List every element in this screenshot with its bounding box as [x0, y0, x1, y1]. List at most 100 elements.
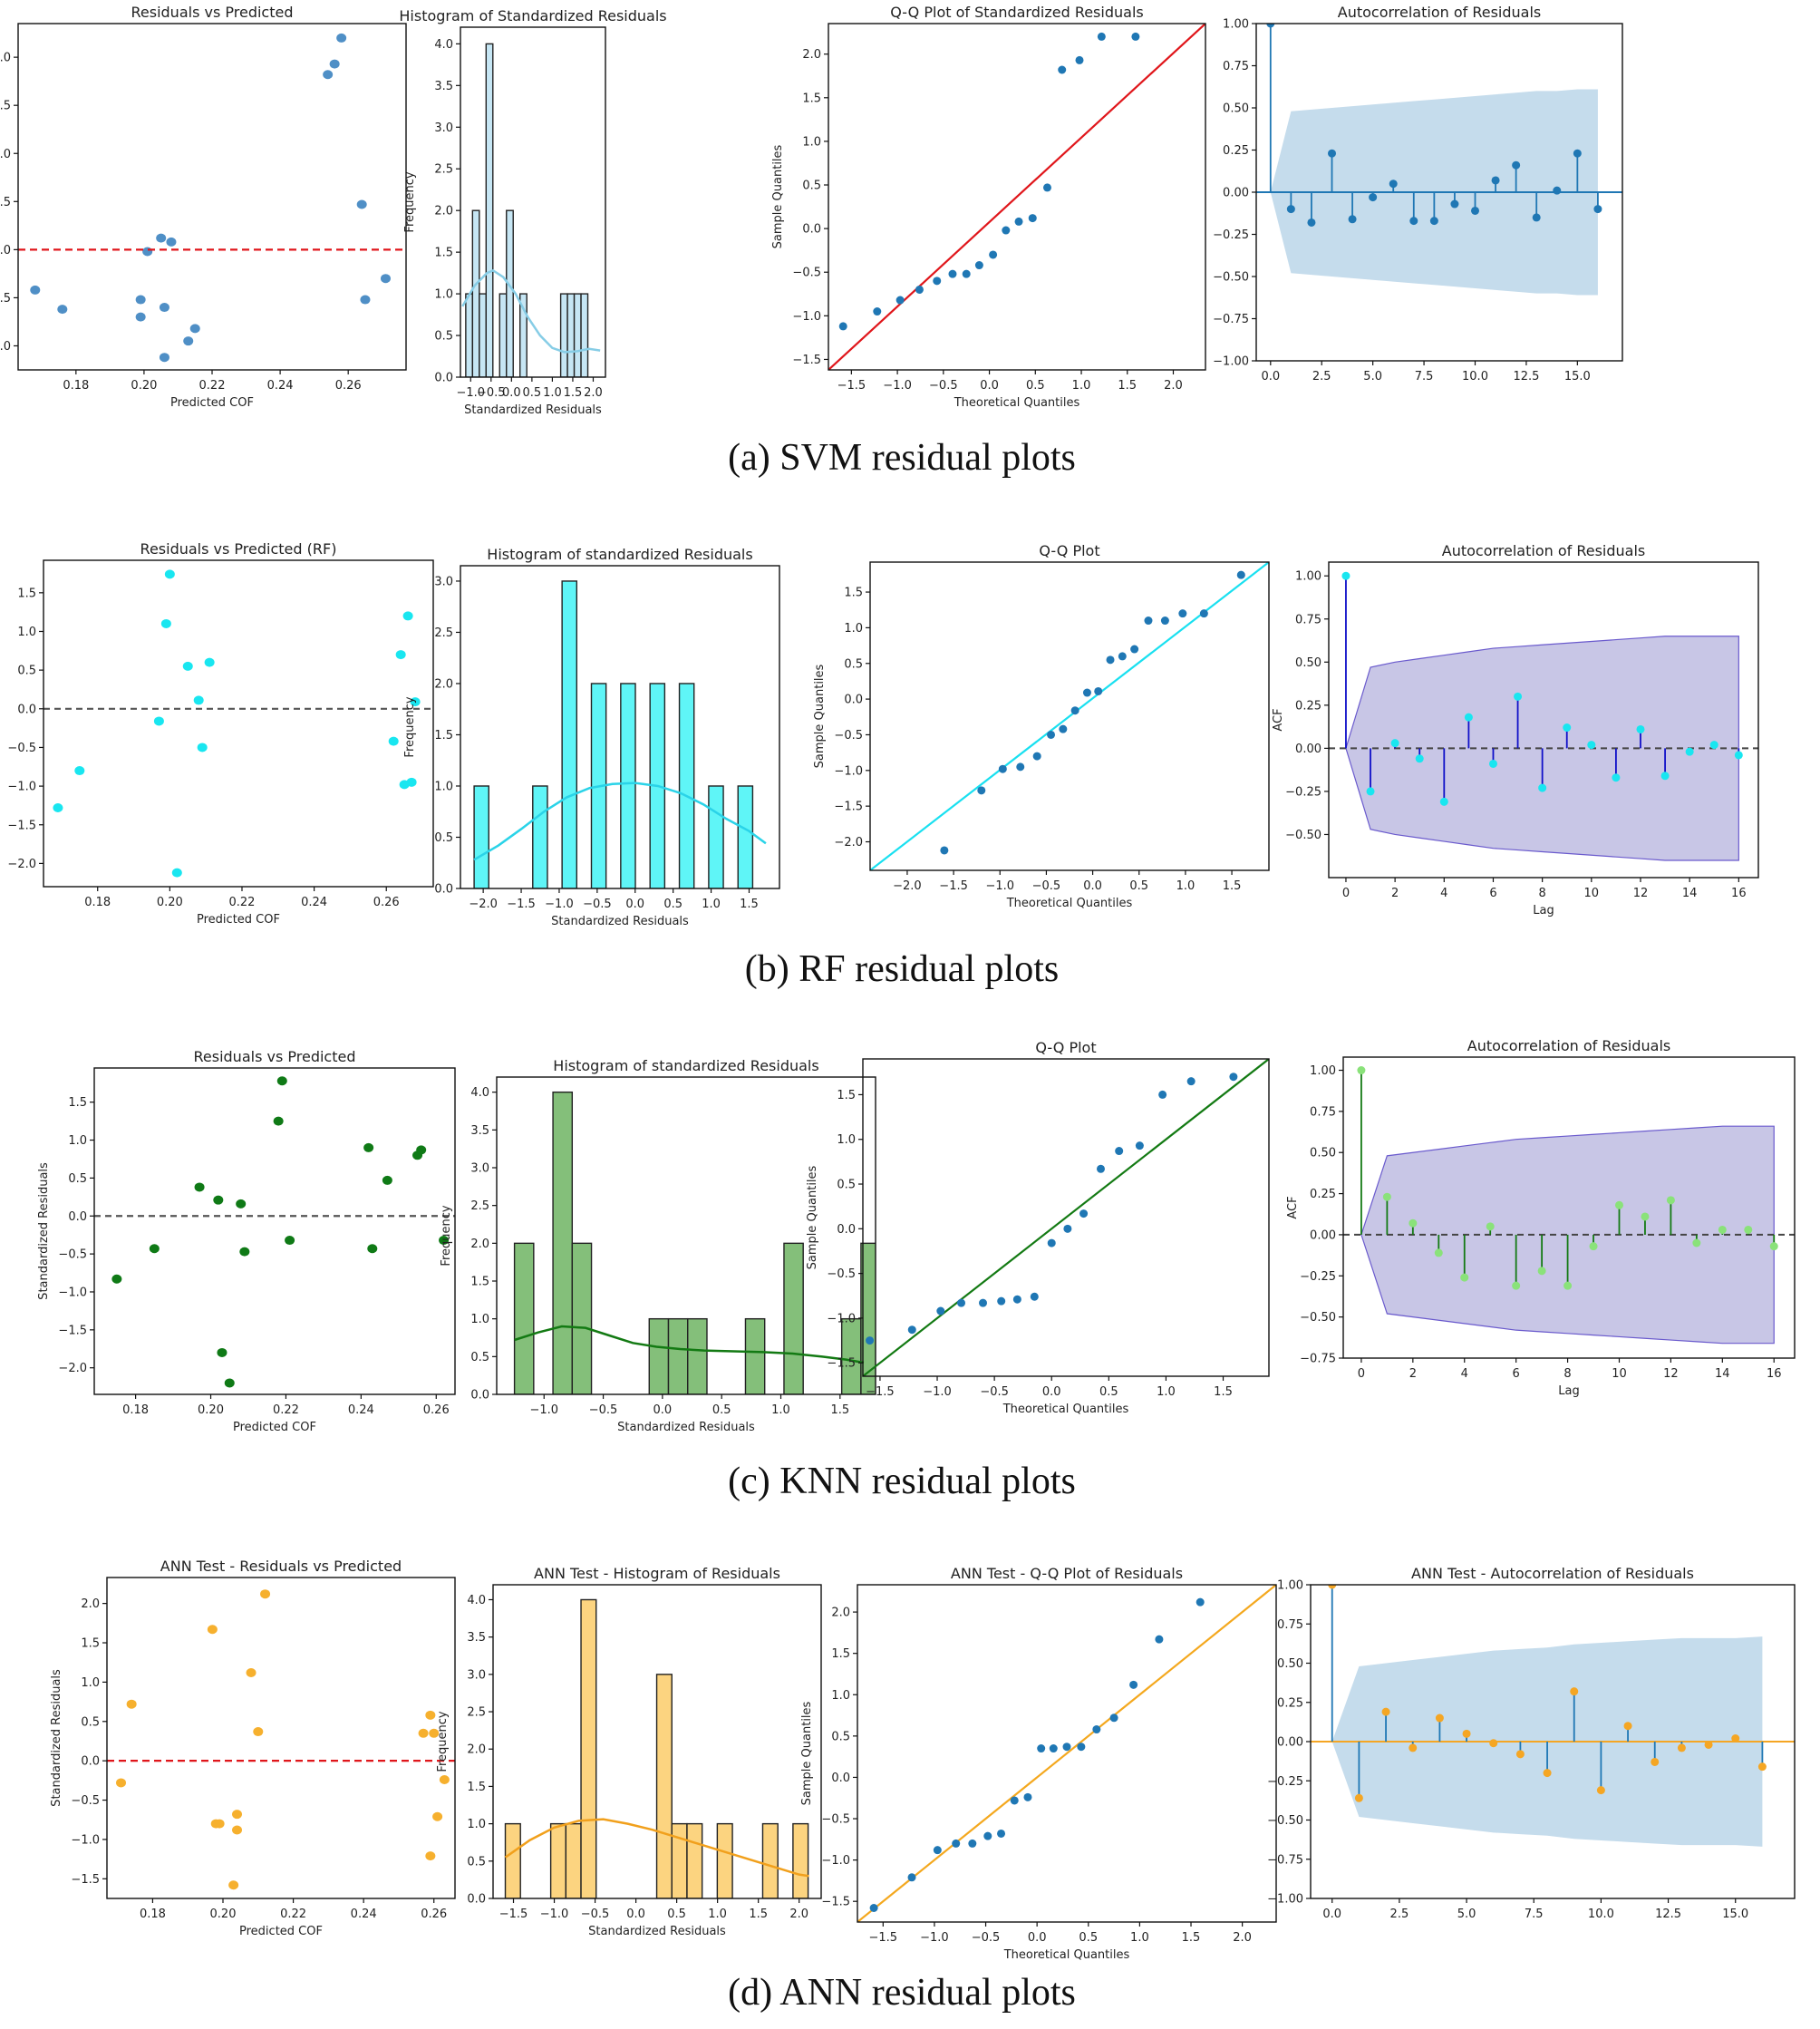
y-tick-label: 0.5: [434, 831, 453, 845]
x-tick-label: 1.0: [1130, 1931, 1149, 1945]
x-tick-label: −2.0: [469, 898, 498, 911]
y-tick-label: 3.0: [470, 1162, 489, 1176]
x-tick-label: 1.5: [749, 1908, 768, 1921]
plot-area: [461, 43, 601, 377]
quantile-point: [1229, 1073, 1238, 1082]
x-tick-label: −0.5: [972, 1931, 1001, 1945]
y-tick-label: 0.0: [470, 1389, 489, 1403]
acf-marker: [1341, 571, 1350, 580]
chart-title: Autocorrelation of Residuals: [1338, 4, 1542, 21]
x-tick-label: 0.22: [273, 1403, 299, 1417]
y-tick-label: 1.5: [0, 100, 11, 113]
y-tick-label: 1.5: [470, 1276, 489, 1289]
histogram-bar: [506, 209, 514, 377]
data-point: [429, 1728, 440, 1738]
quantile-point: [998, 764, 1007, 773]
y-tick-label: −0.5: [7, 742, 36, 755]
x-tick-label: 1.5: [1223, 879, 1242, 893]
quantile-point: [895, 296, 905, 305]
x-tick-label: 0.26: [335, 379, 362, 393]
plot-area: [1343, 1066, 1795, 1345]
histogram-bar: [620, 683, 636, 888]
y-tick-label: 1.0: [81, 1676, 100, 1690]
histogram-bar: [655, 1674, 673, 1898]
data-point: [160, 618, 171, 628]
histogram-bar: [552, 1091, 574, 1394]
knn-qq: −1.5 −1.0 −0.5 0.0 0.5 1.0 1.5 −1.5 −1.0 −0.5 0.0 0…: [806, 1039, 1270, 1416]
x-tick-label: 0.5: [523, 386, 542, 400]
acf-marker: [1718, 1225, 1727, 1234]
quantile-point: [933, 277, 942, 286]
acf-marker: [1328, 149, 1337, 158]
acf-marker: [1369, 193, 1378, 202]
x-tick-label: 5.0: [1363, 370, 1382, 383]
axes-frame: [1328, 561, 1759, 879]
data-point: [53, 802, 63, 812]
x-tick-label: 0.24: [351, 1908, 377, 1921]
chart-title: Autocorrelation of Residuals: [1467, 1037, 1671, 1054]
acf-marker: [1366, 787, 1375, 796]
rf-residuals-vs-predicted: 0.18 0.20 0.22 0.24 0.26 −2.0 −1.5 −1.0 −0.5 0.0 0…: [7, 540, 434, 927]
x-tick-label: 16: [1767, 1367, 1782, 1381]
y-tick-label: 1.0: [837, 1133, 856, 1147]
quantile-point: [1016, 762, 1025, 772]
acf-marker: [1357, 1066, 1366, 1075]
data-point: [182, 661, 193, 671]
chart-title: Autocorrelation of Residuals: [1442, 542, 1646, 559]
quantile-point: [1158, 1090, 1167, 1099]
data-point: [159, 303, 169, 313]
histogram-bar: [737, 785, 754, 888]
quantile-point: [933, 1846, 942, 1855]
y-tick-label: 2.0: [470, 1238, 489, 1251]
x-tick-label: 15.0: [1564, 370, 1591, 383]
quantile-point: [968, 1839, 977, 1848]
y-tick-label: 0.5: [0, 196, 11, 209]
quantile-point: [1106, 655, 1115, 665]
data-point: [217, 1347, 228, 1357]
caption-svm: (a) SVM residual plots: [728, 437, 1076, 479]
quantile-point: [1199, 609, 1208, 618]
x-tick-label: 16: [1731, 887, 1747, 900]
x-tick-label: −1.0: [883, 379, 912, 393]
chart-title: Q-Q Plot of Standardized Residuals: [890, 4, 1143, 21]
y-tick-label: 1.5: [831, 1647, 850, 1661]
x-tick-label: 0.20: [210, 1908, 237, 1921]
data-point: [149, 1244, 160, 1254]
x-tick-label: −1.5: [837, 379, 866, 393]
plot-area: [863, 1059, 1269, 1376]
acf-marker: [1636, 724, 1645, 733]
rf-qq: −2.0 −1.5 −1.0 −0.5 0.0 0.5 1.0 1.5 −2.0 −1.5 −1.0…: [813, 542, 1270, 910]
x-tick-label: 0.5: [663, 898, 682, 911]
plot-area: [44, 569, 433, 878]
x-tick-label: 15.0: [1722, 1908, 1748, 1921]
x-tick-label: 0.20: [157, 896, 183, 909]
quantile-point: [983, 1831, 992, 1840]
plot-area: [94, 1076, 455, 1388]
data-point: [380, 274, 391, 284]
data-point: [166, 237, 177, 247]
quantile-point: [1097, 32, 1106, 41]
rf-histogram: −2.0 −1.5 −1.0 −0.5 0.0 0.5 1.0 1.5 0.0 0.5 1.0 1.5…: [403, 546, 780, 928]
histogram-bar: [716, 1822, 733, 1898]
acf-marker: [1390, 739, 1399, 748]
axes-frame: [460, 565, 780, 889]
y-tick-label: 0.00: [1223, 187, 1249, 200]
axes-frame: [862, 1058, 1270, 1377]
acf-marker: [1491, 176, 1500, 185]
data-point: [276, 1076, 287, 1086]
quantile-point: [1196, 1597, 1205, 1607]
acf-marker: [1512, 160, 1521, 170]
y-tick-label: −1.0: [792, 310, 821, 324]
acf-marker: [1462, 1729, 1471, 1738]
data-point: [236, 1199, 247, 1209]
x-tick-label: −1.0: [456, 386, 485, 400]
acf-marker: [1660, 772, 1670, 781]
x-tick-label: 2: [1391, 887, 1399, 900]
quantile-point: [907, 1873, 916, 1882]
y-tick-label: 0.5: [467, 1855, 486, 1869]
histogram-bar: [532, 785, 548, 888]
acf-marker: [1596, 1786, 1605, 1795]
chart-title: ANN Test - Autocorrelation of Residuals: [1411, 1565, 1694, 1582]
y-tick-label: 0.0: [831, 1772, 850, 1785]
acf-marker: [1486, 1222, 1495, 1231]
